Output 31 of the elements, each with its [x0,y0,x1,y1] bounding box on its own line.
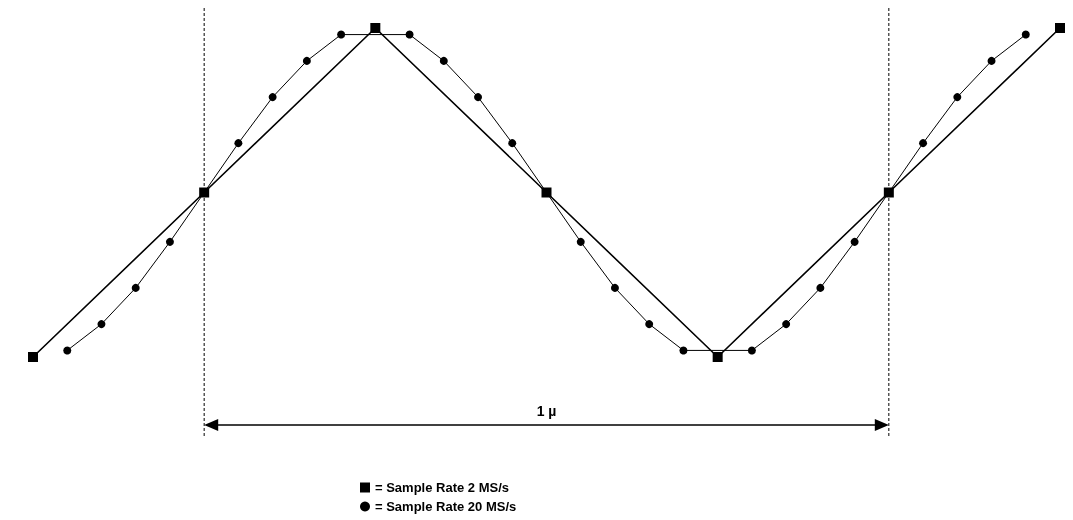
point [370,23,381,33]
point [405,30,414,39]
legend-label: = Sample Rate 20 MS/s [375,499,517,514]
point [919,139,928,148]
legend-label: = Sample Rate 2 MS/s [375,480,510,495]
point [63,346,72,355]
point [850,237,859,246]
point [302,56,311,65]
point [610,283,619,292]
point [268,93,277,102]
point [337,30,346,39]
point [953,93,962,102]
point [782,320,791,329]
point [1021,30,1030,39]
point [712,352,723,362]
point [576,237,585,246]
point [679,346,688,355]
point [747,346,756,355]
point [131,283,140,292]
point [165,237,174,246]
text: 1 µ [536,403,557,419]
point [28,352,38,362]
point [234,139,243,148]
point [97,320,106,329]
point [645,320,654,329]
point [1055,23,1065,33]
point [987,56,996,65]
point [508,139,517,148]
point [474,93,483,102]
point [816,283,825,292]
point [439,56,448,65]
